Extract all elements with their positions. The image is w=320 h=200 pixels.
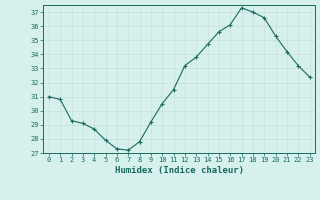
X-axis label: Humidex (Indice chaleur): Humidex (Indice chaleur) (115, 166, 244, 175)
